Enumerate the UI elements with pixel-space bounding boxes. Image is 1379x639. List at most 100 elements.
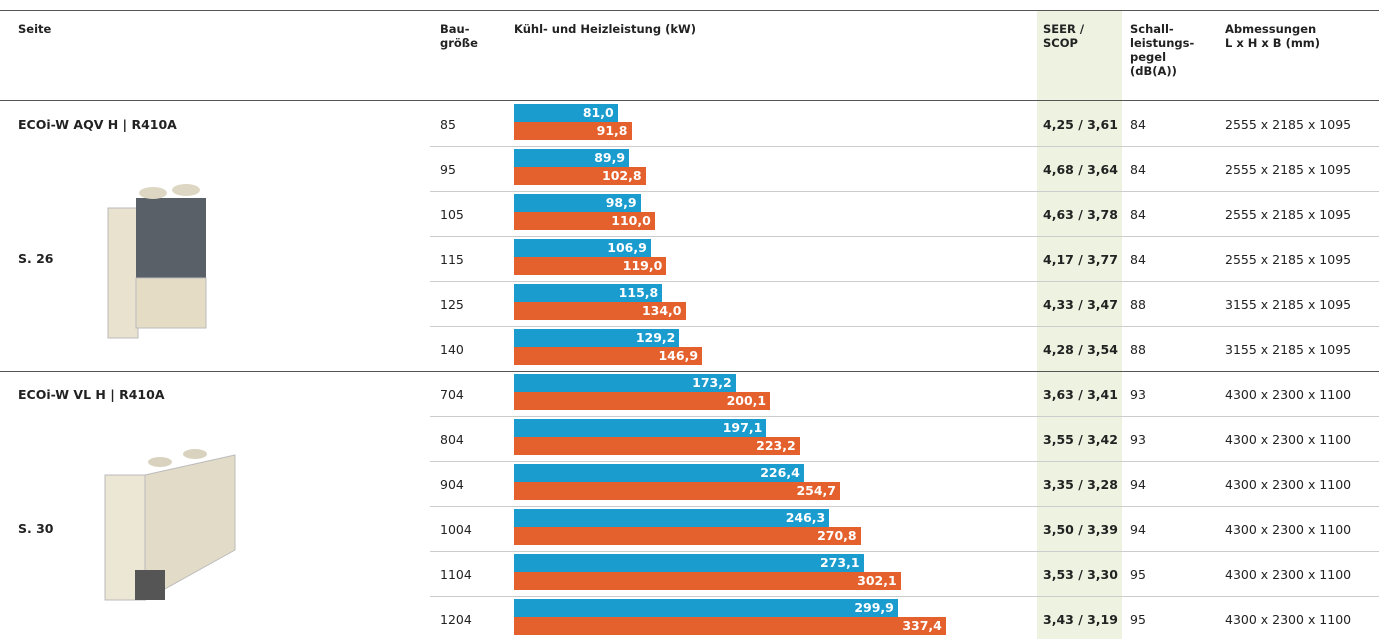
heating-label: 134,0 [641, 303, 682, 318]
size: 115 [440, 252, 464, 267]
seer-scop: 4,28 / 3,54 [1043, 342, 1118, 357]
heating-label: 110,0 [611, 213, 651, 228]
cooling-bar: 173,2 [514, 374, 736, 392]
seer-scop: 3,55 / 3,42 [1043, 432, 1118, 447]
size: 85 [440, 117, 456, 132]
column-header: Kühl- und Heizleistung (kW) [514, 22, 696, 36]
seer-scop: 4,63 / 3,78 [1043, 207, 1118, 222]
heating-label: 302,1 [857, 573, 897, 588]
dimensions: 2555 x 2185 x 1095 [1225, 117, 1352, 132]
cooling-label: 273,1 [820, 555, 860, 570]
row-rule [430, 281, 1379, 282]
page-ref: S. 30 [18, 521, 54, 536]
sound-level: 84 [1130, 252, 1146, 267]
cooling-bar: 81,0 [514, 104, 618, 122]
cooling-label: 299,9 [854, 600, 894, 615]
size: 904 [440, 477, 464, 492]
row-rule [430, 191, 1379, 192]
cooling-label: 89,9 [594, 150, 626, 165]
cooling-bar: 197,1 [514, 419, 767, 437]
seer-scop: 3,50 / 3,39 [1043, 522, 1118, 537]
dimensions: 2555 x 2185 x 1095 [1225, 207, 1352, 222]
cooling-bar: 273,1 [514, 554, 864, 572]
heating-label: 337,4 [902, 618, 942, 633]
dimensions: 4300 x 2300 x 1100 [1225, 567, 1352, 582]
seer-scop: 3,43 / 3,19 [1043, 612, 1118, 627]
seer-scop: 3,35 / 3,28 [1043, 477, 1118, 492]
cooling-label: 173,2 [692, 375, 732, 390]
dimensions: 4300 x 2300 x 1100 [1225, 477, 1352, 492]
cooling-bar: 299,9 [514, 599, 898, 617]
heating-bar: 270,8 [514, 527, 861, 545]
heating-bar: 254,7 [514, 482, 841, 500]
sound-level: 84 [1130, 117, 1146, 132]
column-header: Schall- leistungs- pegel (dB(A)) [1130, 22, 1195, 78]
seer-scop: 3,63 / 3,41 [1043, 387, 1118, 402]
heating-label: 223,2 [756, 438, 796, 453]
row-rule [430, 461, 1379, 462]
heating-bar: 91,8 [514, 122, 632, 140]
column-header: Abmessungen L x H x B (mm) [1225, 22, 1321, 50]
sound-level: 88 [1130, 297, 1146, 312]
seer-column-bg [1037, 10, 1122, 639]
sound-level: 93 [1130, 432, 1146, 447]
dimensions: 3155 x 2185 x 1095 [1225, 342, 1352, 357]
heating-label: 254,7 [796, 483, 837, 498]
heating-label: 200,1 [726, 393, 767, 408]
heating-bar: 337,4 [514, 617, 946, 635]
seer-scop: 4,33 / 3,47 [1043, 297, 1118, 312]
dimensions: 2555 x 2185 x 1095 [1225, 162, 1352, 177]
heating-label: 146,9 [658, 348, 699, 363]
cooling-label: 197,1 [722, 420, 763, 435]
cooling-bar: 89,9 [514, 149, 630, 167]
size: 704 [440, 387, 464, 402]
size: 1004 [440, 522, 472, 537]
dimensions: 4300 x 2300 x 1100 [1225, 432, 1352, 447]
heating-label: 102,8 [602, 168, 642, 183]
sound-level: 84 [1130, 207, 1146, 222]
heating-bar: 146,9 [514, 347, 703, 365]
sound-level: 93 [1130, 387, 1146, 402]
cooling-bar: 246,3 [514, 509, 830, 527]
product-image [104, 449, 236, 601]
product-image [107, 184, 207, 339]
seer-scop: 4,68 / 3,64 [1043, 162, 1118, 177]
size: 105 [440, 207, 464, 222]
cooling-label: 226,4 [760, 465, 800, 480]
seer-scop: 4,25 / 3,61 [1043, 117, 1118, 132]
sound-level: 94 [1130, 522, 1146, 537]
row-rule [430, 506, 1379, 507]
cooling-label: 246,3 [785, 510, 826, 525]
size: 1104 [440, 567, 472, 582]
dimensions: 4300 x 2300 x 1100 [1225, 387, 1352, 402]
heating-bar: 102,8 [514, 167, 646, 185]
seer-scop: 3,53 / 3,30 [1043, 567, 1118, 582]
top-rule [0, 10, 1379, 11]
size: 140 [440, 342, 464, 357]
page-ref: S. 26 [18, 251, 54, 266]
sound-level: 88 [1130, 342, 1146, 357]
sound-level: 84 [1130, 162, 1146, 177]
column-header: Seite [18, 22, 52, 36]
size: 1204 [440, 612, 472, 627]
row-rule [430, 596, 1379, 597]
sound-level: 95 [1130, 612, 1146, 627]
heating-bar: 119,0 [514, 257, 667, 275]
cooling-label: 115,8 [618, 285, 659, 300]
cooling-bar: 115,8 [514, 284, 663, 302]
heating-label: 91,8 [596, 123, 628, 138]
dimensions: 4300 x 2300 x 1100 [1225, 522, 1352, 537]
cooling-bar: 129,2 [514, 329, 680, 347]
sound-level: 95 [1130, 567, 1146, 582]
group-name: ECOi-W VL H | R410A [18, 387, 165, 402]
header-rule [0, 100, 1379, 101]
cooling-bar: 106,9 [514, 239, 651, 257]
row-rule [430, 551, 1379, 552]
heating-bar: 223,2 [514, 437, 800, 455]
heating-label: 270,8 [817, 528, 857, 543]
cooling-bar: 98,9 [514, 194, 641, 212]
row-rule [430, 236, 1379, 237]
heating-bar: 200,1 [514, 392, 771, 410]
cooling-label: 129,2 [635, 330, 676, 345]
